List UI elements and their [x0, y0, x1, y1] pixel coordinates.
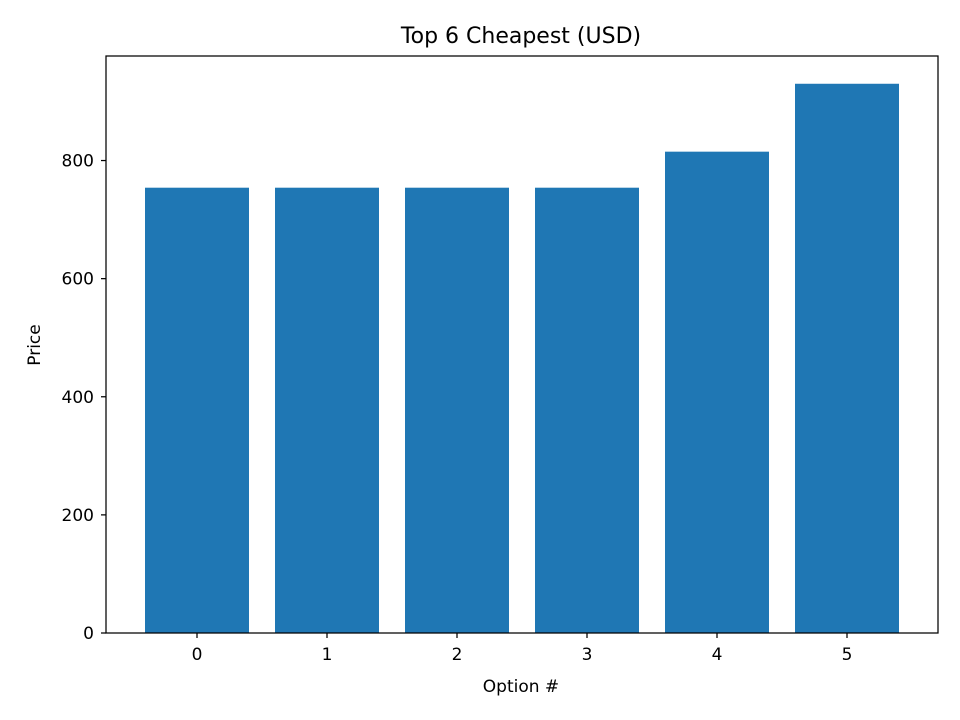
- x-tick-label: 4: [712, 645, 723, 665]
- bar-option-4: [665, 151, 769, 634]
- bar-option-5: [795, 83, 899, 633]
- x-tick-label: 0: [192, 645, 203, 665]
- bar-option-0: [145, 187, 249, 633]
- y-tick-label: 800: [62, 152, 94, 172]
- x-tick-label: 5: [842, 645, 853, 665]
- x-tick-label: 3: [582, 645, 593, 665]
- bar-option-1: [275, 187, 379, 633]
- x-tick-label: 2: [452, 645, 463, 665]
- y-tick-label: 400: [62, 388, 94, 408]
- y-ticks-layer: 0 200 400 600 800: [62, 152, 106, 644]
- y-tick-label: 600: [62, 270, 94, 290]
- bar-option-3: [535, 187, 639, 633]
- bar-option-2: [405, 187, 509, 633]
- x-tick-label: 1: [322, 645, 333, 665]
- y-tick-label: 0: [83, 624, 94, 644]
- y-axis-label: Price: [25, 324, 45, 365]
- chart-title: Top 6 Cheapest (USD): [400, 24, 641, 49]
- y-tick-label: 200: [62, 506, 94, 526]
- bars-layer: [145, 83, 899, 634]
- x-ticks-layer: 0 1 2 3 4 5: [192, 633, 853, 665]
- x-axis-label: Option #: [483, 677, 559, 697]
- axes-frame: [105, 55, 939, 634]
